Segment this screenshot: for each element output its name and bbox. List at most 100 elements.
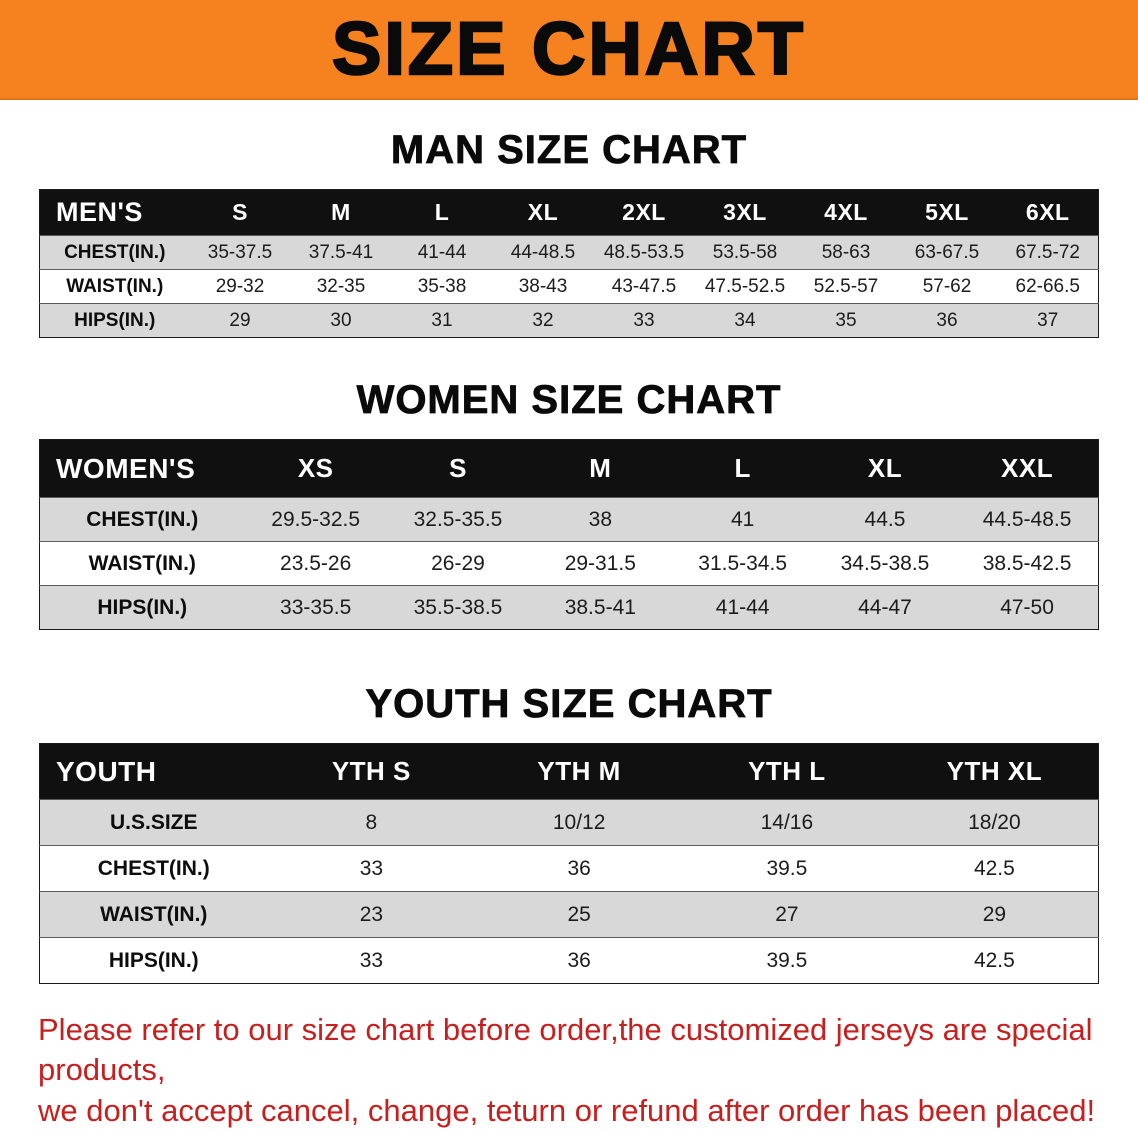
youth-section-heading: YOUTH SIZE CHART (365, 682, 773, 727)
size-value: 44.5-48.5 (982, 507, 1072, 531)
size-column-header: 3XL (694, 189, 796, 236)
table-row: WAIST(IN.) 23 25 27 29 (39, 891, 1099, 938)
size-value: 32.5-35.5 (413, 507, 503, 531)
size-value: 36 (567, 856, 591, 880)
table-row: CHEST(IN.) 33 36 39.5 42.5 (39, 845, 1099, 892)
size-value: 62-66.5 (1015, 275, 1080, 297)
size-column-header: XS (244, 439, 387, 498)
size-column-header: L (391, 189, 493, 236)
size-column-header: 5XL (896, 189, 998, 236)
header-row: MEN'S S M L XL 2XL 3XL 4XL 5XL 6XL (39, 189, 1099, 236)
size-value: 31.5-34.5 (698, 551, 788, 575)
size-value: 37.5-41 (308, 241, 374, 263)
youth-size-section: YOUTH SIZE CHART YOUTH YTH S YTH M YTH L YTH… (0, 682, 1138, 984)
table-row: HIPS(IN.) 33 36 39.5 42.5 (39, 937, 1099, 984)
charts-area: MAN SIZE CHART MEN'S S M L XL 2XL 3XL 4XL 5XL 6XL… (0, 128, 1138, 984)
size-value: 41-44 (417, 241, 467, 263)
size-value: 39.5 (766, 948, 808, 972)
row-label: CHEST(IN.) (97, 856, 210, 880)
row-label: WAIST(IN.) (88, 551, 196, 575)
size-value: 36 (567, 948, 591, 972)
size-value: 32-35 (316, 275, 366, 297)
table-row: CHEST(IN.) 29.5-32.5 32.5-35.5 38 41 44.5 44.5… (39, 497, 1099, 542)
size-value: 18/20 (968, 810, 1021, 834)
men-section-heading: MAN SIZE CHART (390, 128, 748, 173)
size-column-header: YTH L (683, 743, 891, 800)
table-row: WAIST(IN.) 29-32 32-35 35-38 38-43 43-47.5 47.… (39, 269, 1099, 304)
size-value: 34.5-38.5 (840, 551, 930, 575)
size-value: 47-50 (1000, 595, 1054, 619)
size-value: 29 (229, 309, 251, 331)
size-column-header: YTH XL (890, 743, 1099, 800)
size-value: 14/16 (760, 810, 814, 834)
table-corner-label: MEN'S (39, 189, 190, 236)
size-value: 44-47 (858, 595, 912, 619)
women-section-heading: WOMEN SIZE CHART (356, 378, 782, 423)
size-column-header: S (386, 439, 530, 498)
size-value: 38.5-41 (564, 595, 636, 619)
size-value: 26-29 (431, 551, 485, 575)
banner: SIZE CHART (0, 0, 1138, 100)
youth-size-table: YOUTH YTH S YTH M YTH L YTH XL U.S.SIZE 8 10/1… (39, 743, 1099, 984)
size-value: 32 (532, 309, 554, 331)
size-value: 35.5-38.5 (413, 595, 503, 619)
page-title: SIZE CHART (331, 7, 806, 90)
table-row: U.S.SIZE 8 10/12 14/16 18/20 (39, 799, 1099, 846)
size-value: 41 (730, 507, 755, 531)
size-value: 67.5-72 (1015, 241, 1080, 263)
footer-note-line-2: we don't accept cancel, change, teturn o… (38, 1092, 1096, 1128)
women-table-header: WOMEN'S XS S M L XL XXL (39, 439, 1099, 498)
row-label: CHEST(IN.) (86, 507, 199, 531)
size-value: 57-62 (922, 275, 972, 297)
youth-table-body: U.S.SIZE 8 10/12 14/16 18/20 CHEST(IN.) 33 36 39… (39, 799, 1099, 984)
size-value: 29-32 (215, 275, 265, 297)
table-row: WAIST(IN.) 23.5-26 26-29 29-31.5 31.5-34.5 34… (39, 541, 1099, 586)
size-value: 31 (431, 309, 453, 331)
size-value: 63-67.5 (914, 241, 980, 263)
size-value: 44.5 (864, 507, 906, 531)
size-value: 30 (330, 309, 352, 331)
men-table-header: MEN'S S M L XL 2XL 3XL 4XL 5XL 6XL (39, 189, 1099, 236)
size-value: 34 (734, 309, 756, 331)
row-label: HIPS(IN.) (108, 948, 199, 972)
size-value: 37 (1037, 309, 1059, 331)
table-row: CHEST(IN.) 35-37.5 37.5-41 41-44 44-48.5 48.5… (39, 235, 1099, 270)
size-value: 41-44 (715, 595, 770, 619)
men-table-body: CHEST(IN.) 35-37.5 37.5-41 41-44 44-48.5 48.5… (39, 235, 1099, 338)
row-label: WAIST(IN.) (100, 902, 208, 926)
size-value: 58-63 (821, 241, 871, 263)
size-column-header: 2XL (593, 189, 695, 236)
size-value: 38 (588, 507, 612, 531)
women-table-body: CHEST(IN.) 29.5-32.5 32.5-35.5 38 41 44.5 44.5… (39, 497, 1099, 630)
size-column-header: M (290, 189, 392, 236)
size-value: 33-35.5 (280, 595, 352, 619)
size-value: 33 (359, 856, 384, 880)
size-value: 38.5-42.5 (982, 551, 1072, 575)
table-corner-label: WOMEN'S (39, 439, 245, 498)
size-column-header: 4XL (795, 189, 897, 236)
size-column-header: M (529, 439, 672, 498)
table-corner-label: YOUTH (39, 743, 268, 800)
size-column-header: YTH S (267, 743, 476, 800)
size-value: 35-38 (417, 275, 467, 297)
youth-table-header: YOUTH YTH S YTH M YTH L YTH XL (39, 743, 1099, 800)
size-value: 33 (359, 948, 384, 972)
size-value: 25 (567, 902, 591, 926)
size-value: 44-48.5 (510, 241, 576, 263)
size-value: 23.5-26 (280, 551, 352, 575)
footer-note: Please refer to our size chart before or… (0, 1010, 1138, 1131)
size-column-header: XXL (956, 439, 1099, 498)
size-value: 23 (359, 902, 384, 926)
table-row: HIPS(IN.) 33-35.5 35.5-38.5 38.5-41 41-44 44-… (39, 585, 1099, 630)
size-value: 36 (936, 309, 958, 331)
men-size-section: MAN SIZE CHART MEN'S S M L XL 2XL 3XL 4XL 5XL 6XL… (0, 128, 1138, 338)
size-value: 48.5-53.5 (603, 241, 685, 263)
row-label: CHEST(IN.) (64, 241, 166, 263)
size-column-header: XL (813, 439, 957, 498)
size-value: 35 (835, 309, 857, 331)
size-value: 29-31.5 (564, 551, 636, 575)
size-column-header: 6XL (997, 189, 1099, 236)
size-column-header: L (671, 439, 814, 498)
size-value: 29 (982, 902, 1007, 926)
